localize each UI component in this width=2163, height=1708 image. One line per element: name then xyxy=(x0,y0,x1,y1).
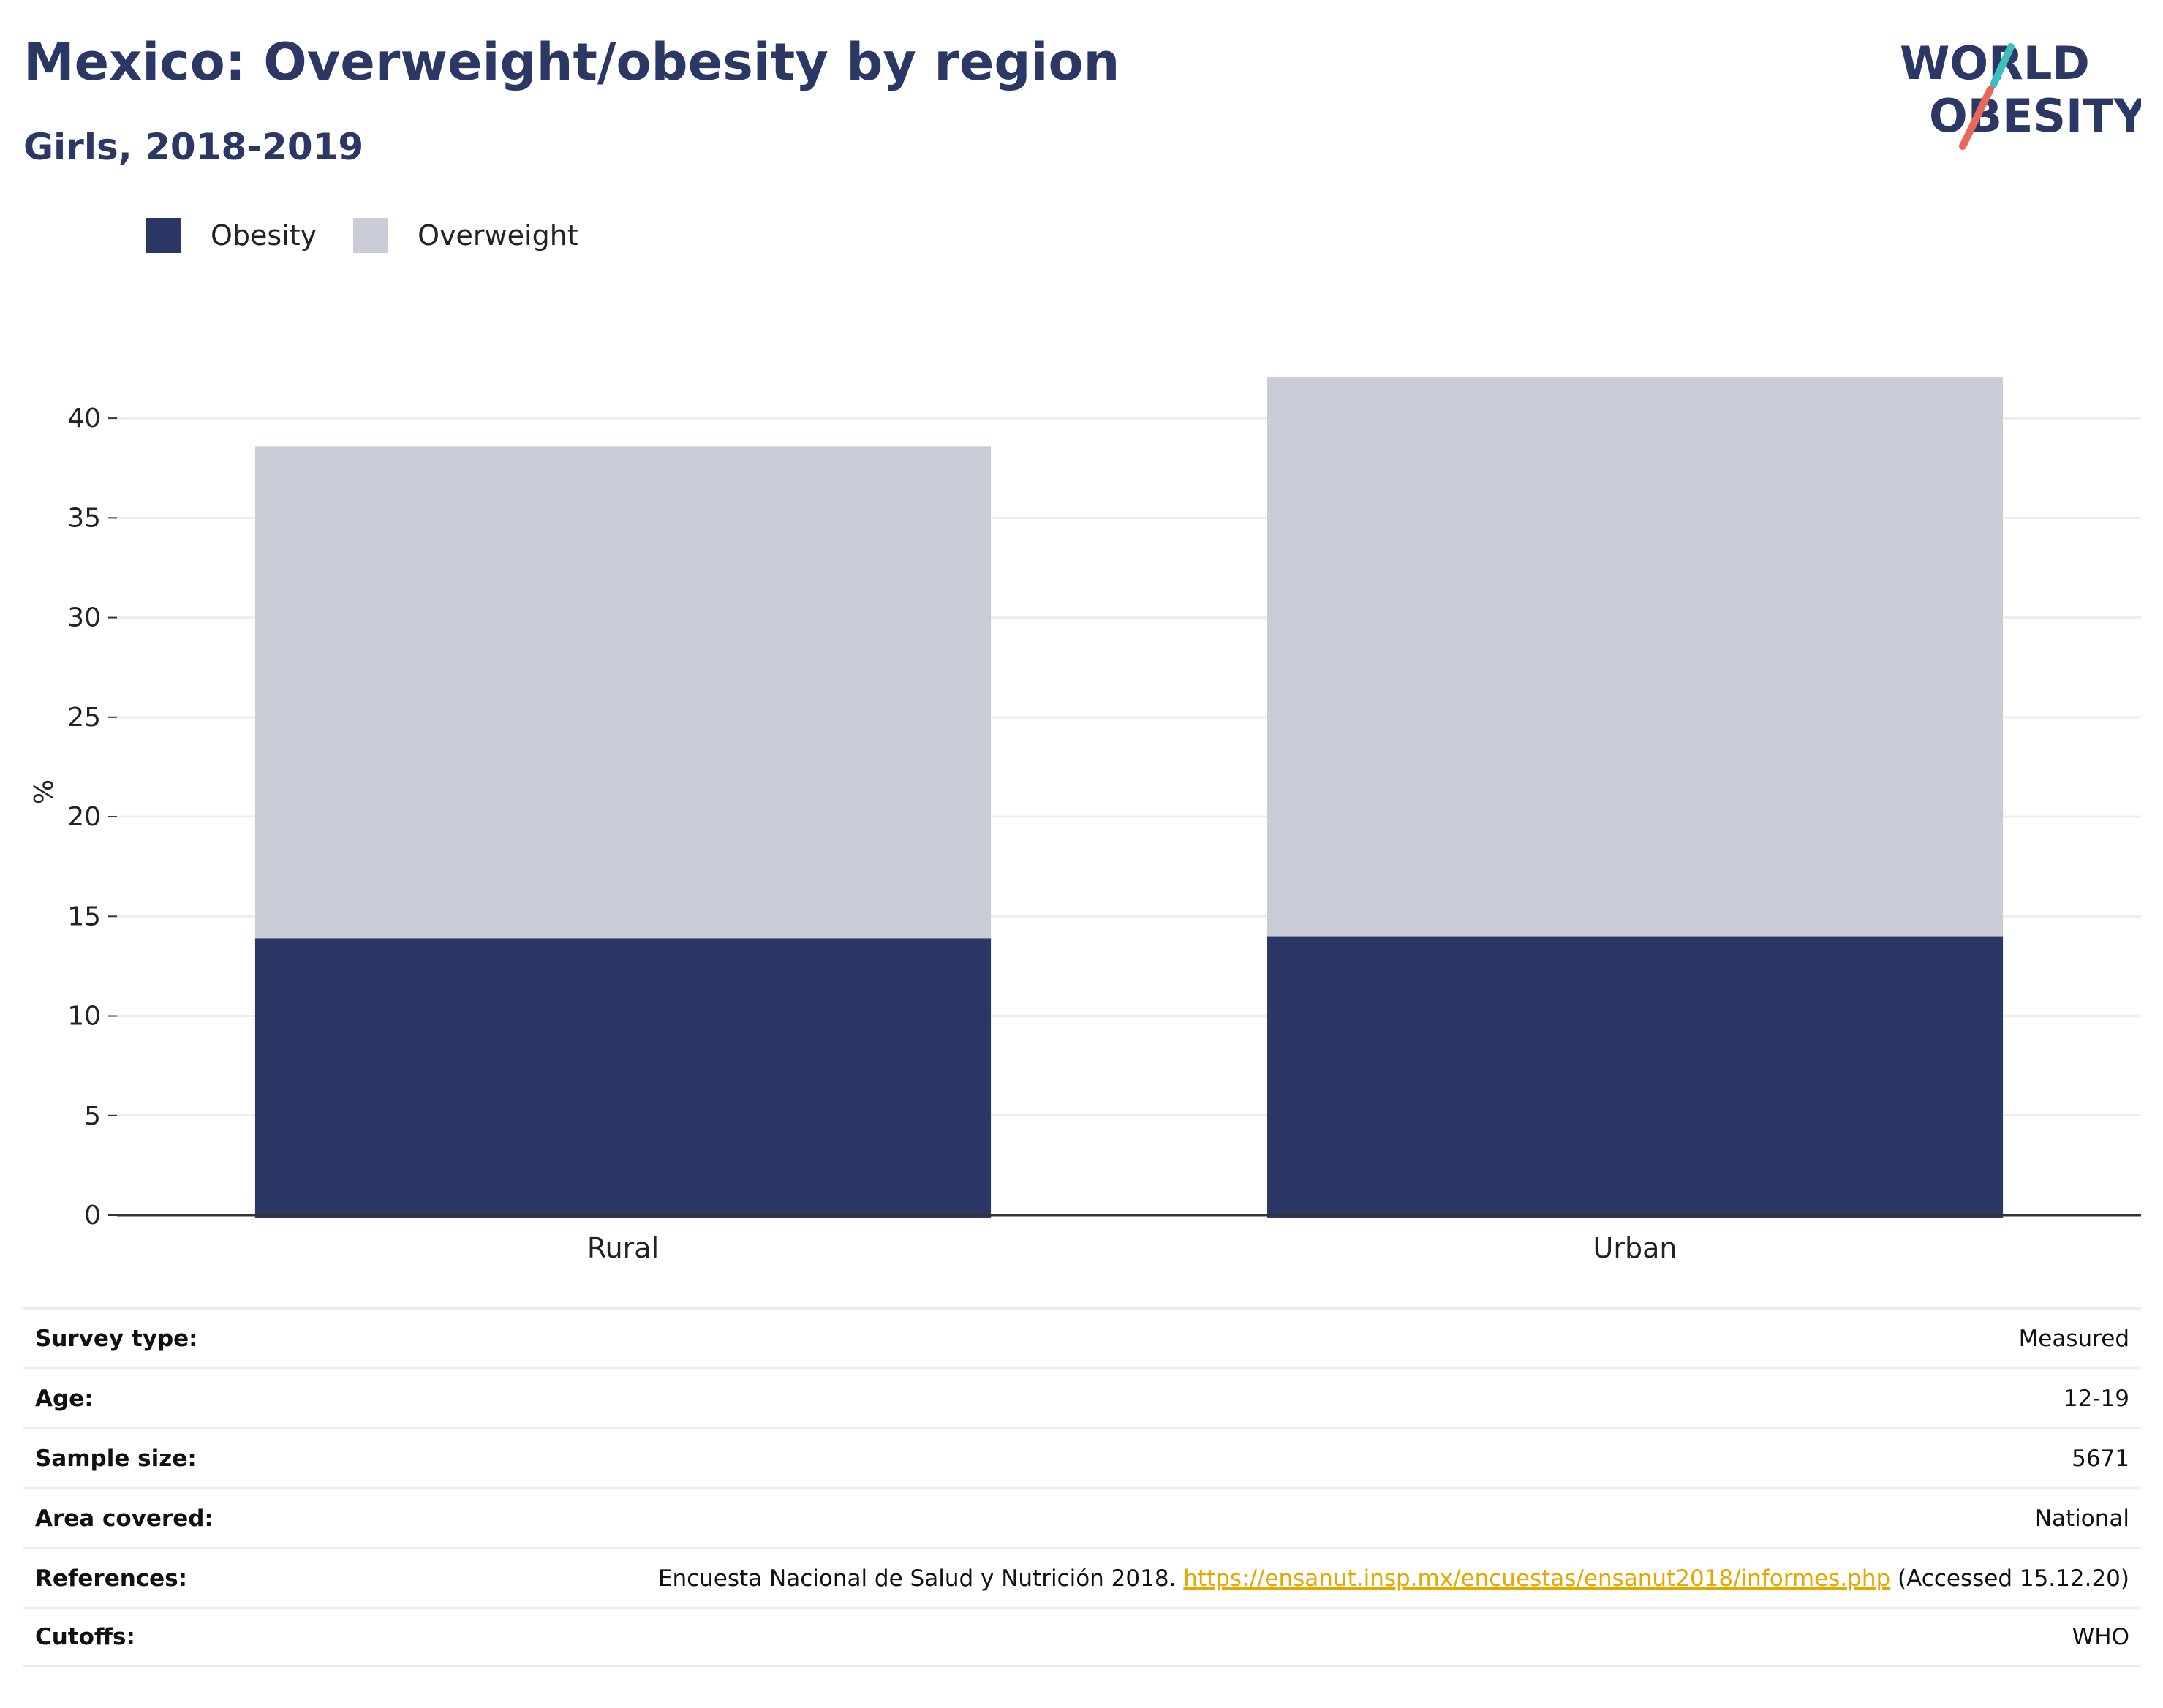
y-tick-label: 35 xyxy=(67,503,101,533)
info-value: 12-19 xyxy=(2063,1385,2129,1412)
bar-overweight-urban[interactable] xyxy=(1267,376,2004,937)
logo-line2: OBESITY xyxy=(1929,89,2141,143)
y-tick-label: 20 xyxy=(67,802,101,832)
legend-swatch-overweight xyxy=(353,218,389,253)
chart-title: Mexico: Overweight/obesity by region xyxy=(23,32,1120,92)
reference-link[interactable]: https://ensanut.insp.mx/encuestas/ensanu… xyxy=(1183,1565,1891,1592)
y-tick-label: 25 xyxy=(67,703,101,733)
legend-item-overweight[interactable]: Overweight xyxy=(353,218,578,253)
legend-label-obesity: Obesity xyxy=(211,219,317,252)
y-axis-label: % xyxy=(29,779,59,804)
info-label: Survey type: xyxy=(35,1325,198,1352)
y-tick-label: 15 xyxy=(67,902,101,932)
reference-text: Encuesta Nacional de Salud y Nutrición 2… xyxy=(657,1565,1177,1592)
chart-subtitle: Girls, 2018-2019 xyxy=(23,126,364,168)
legend-swatch-obesity xyxy=(146,218,181,253)
y-tick-label: 5 xyxy=(84,1101,101,1131)
info-label: Age: xyxy=(35,1385,94,1412)
info-value: Measured xyxy=(2018,1325,2129,1352)
info-row-age: Age: 12-19 xyxy=(23,1367,2141,1427)
world-obesity-logo: WORLD OBESITY xyxy=(1900,37,2141,150)
logo-accent-coral xyxy=(1959,86,1994,150)
info-value: National xyxy=(2034,1505,2129,1532)
y-tick-label: 40 xyxy=(67,404,101,434)
info-value: 5671 xyxy=(2072,1445,2129,1472)
y-tick-label: 30 xyxy=(67,603,101,633)
bar-obesity-rural[interactable] xyxy=(254,938,992,1218)
stacked-bar-chart: 0 5 10 15 20 25 30 35 40 Rural Urban % xyxy=(29,376,2141,1264)
info-label: References: xyxy=(35,1565,188,1592)
info-row-references: References: Encuesta Nacional de Salud y… xyxy=(23,1547,2141,1607)
x-tick-label-urban: Urban xyxy=(1593,1232,1677,1264)
info-row-sample-size: Sample size: 5671 xyxy=(23,1427,2141,1487)
info-value-references: Encuesta Nacional de Salud y Nutrición 2… xyxy=(658,1565,2129,1592)
info-row-cutoffs: Cutoffs: WHO xyxy=(23,1607,2141,1667)
chart-legend: Obesity Overweight xyxy=(146,218,615,253)
survey-info-table: Survey type: Measured Age: 12-19 Sample … xyxy=(23,1307,2141,1667)
x-tick-label-rural: Rural xyxy=(587,1232,659,1264)
logo-accent-teal xyxy=(1990,43,2015,88)
reference-accessed: (Accessed 15.12.20) xyxy=(1898,1565,2129,1592)
info-value: WHO xyxy=(2072,1624,2129,1650)
info-row-survey-type: Survey type: Measured xyxy=(23,1307,2141,1367)
bar-obesity-urban[interactable] xyxy=(1267,936,2004,1218)
info-label: Sample size: xyxy=(35,1445,197,1472)
info-label: Cutoffs: xyxy=(35,1624,135,1650)
y-tick-label: 0 xyxy=(84,1201,101,1231)
y-tick-label: 10 xyxy=(67,1002,101,1032)
bar-overweight-rural[interactable] xyxy=(254,446,992,939)
legend-label-overweight: Overweight xyxy=(418,219,578,252)
legend-item-obesity[interactable]: Obesity xyxy=(146,218,317,253)
info-label: Area covered: xyxy=(35,1505,214,1532)
info-row-area-covered: Area covered: National xyxy=(23,1487,2141,1547)
